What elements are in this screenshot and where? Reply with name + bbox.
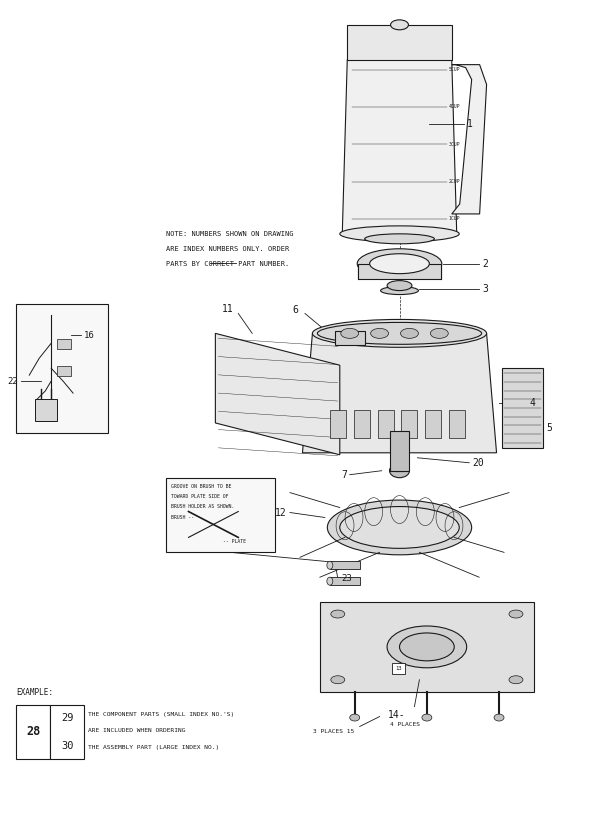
Ellipse shape xyxy=(389,463,409,477)
Text: 4CUP: 4CUP xyxy=(449,105,460,109)
Text: ARE INDEX NUMBERS ONLY. ORDER: ARE INDEX NUMBERS ONLY. ORDER xyxy=(166,246,289,252)
Bar xyxy=(335,332,365,346)
Bar xyxy=(57,366,71,376)
Ellipse shape xyxy=(350,714,360,721)
Bar xyxy=(17,704,50,760)
Text: 5CUP: 5CUP xyxy=(449,67,460,72)
Text: NOTE: NUMBERS SHOWN ON DRAWING: NOTE: NUMBERS SHOWN ON DRAWING xyxy=(166,231,293,237)
Text: -- PLATE: -- PLATE xyxy=(224,539,247,544)
Text: PARTS BY CORRECT PART NUMBER.: PARTS BY CORRECT PART NUMBER. xyxy=(166,261,289,267)
Polygon shape xyxy=(215,333,340,455)
Ellipse shape xyxy=(365,234,434,244)
Text: 1: 1 xyxy=(467,119,473,129)
Text: 4 PLACES: 4 PLACES xyxy=(389,722,419,727)
Text: THE ASSEMBLY PART (LARGE INDEX NO.): THE ASSEMBLY PART (LARGE INDEX NO.) xyxy=(88,745,219,750)
Bar xyxy=(358,263,441,279)
Ellipse shape xyxy=(387,281,412,291)
Bar xyxy=(354,410,370,438)
Bar xyxy=(402,410,417,438)
Text: 5: 5 xyxy=(546,423,552,433)
Text: TOWARD PLATE SIDE OF: TOWARD PLATE SIDE OF xyxy=(171,494,228,499)
Ellipse shape xyxy=(331,610,345,618)
Text: 1CUP: 1CUP xyxy=(449,216,460,221)
Ellipse shape xyxy=(317,323,481,344)
Bar xyxy=(57,339,71,349)
Text: 3 PLACES 15: 3 PLACES 15 xyxy=(313,729,355,734)
Ellipse shape xyxy=(327,577,333,585)
Ellipse shape xyxy=(331,676,345,684)
Text: 16: 16 xyxy=(84,331,95,340)
Text: 6: 6 xyxy=(292,305,298,315)
Bar xyxy=(17,304,108,433)
Text: 23: 23 xyxy=(342,574,353,583)
Text: 13: 13 xyxy=(395,666,402,671)
Text: 14-: 14- xyxy=(388,709,405,719)
Text: BRUSH --: BRUSH -- xyxy=(171,514,194,519)
Bar xyxy=(320,602,534,691)
Text: 11: 11 xyxy=(221,305,233,314)
Ellipse shape xyxy=(401,328,418,338)
Ellipse shape xyxy=(357,249,442,279)
Text: 20: 20 xyxy=(472,458,484,467)
Bar xyxy=(389,431,409,471)
Ellipse shape xyxy=(494,714,504,721)
Ellipse shape xyxy=(313,319,487,347)
Ellipse shape xyxy=(509,676,523,684)
Text: BRUSH HOLDER AS SHOWN.: BRUSH HOLDER AS SHOWN. xyxy=(171,504,234,509)
Bar xyxy=(166,477,275,552)
Bar xyxy=(330,577,360,585)
Ellipse shape xyxy=(340,226,459,242)
Text: EXAMPLE:: EXAMPLE: xyxy=(17,688,53,696)
Ellipse shape xyxy=(327,500,471,555)
Text: 2: 2 xyxy=(482,258,488,268)
Text: 22: 22 xyxy=(8,377,18,386)
Text: 30: 30 xyxy=(61,741,73,751)
Ellipse shape xyxy=(371,328,389,338)
Bar xyxy=(35,399,57,421)
Bar xyxy=(50,704,84,760)
Bar xyxy=(330,561,360,570)
Text: 12: 12 xyxy=(276,508,287,518)
Ellipse shape xyxy=(381,286,418,295)
Ellipse shape xyxy=(509,610,523,618)
Text: 28: 28 xyxy=(26,726,40,738)
Text: 4: 4 xyxy=(529,398,535,408)
Text: 3CUP: 3CUP xyxy=(449,142,460,146)
Ellipse shape xyxy=(341,328,359,338)
Bar xyxy=(449,410,465,438)
Bar xyxy=(395,451,405,471)
Ellipse shape xyxy=(399,633,454,661)
Ellipse shape xyxy=(422,714,432,721)
Bar xyxy=(348,25,452,59)
Bar xyxy=(378,410,394,438)
Text: eReplacementPart: eReplacementPart xyxy=(295,386,436,401)
Text: GROOVE ON BRUSH TO BE: GROOVE ON BRUSH TO BE xyxy=(171,484,231,489)
Ellipse shape xyxy=(340,506,459,548)
Text: 2CUP: 2CUP xyxy=(449,179,460,184)
Ellipse shape xyxy=(430,328,448,338)
Text: ARE INCLUDED WHEN ORDERING: ARE INCLUDED WHEN ORDERING xyxy=(88,728,185,733)
Text: 29: 29 xyxy=(61,714,73,723)
Text: THE COMPONENT PARTS (SMALL INDEX NO.'S): THE COMPONENT PARTS (SMALL INDEX NO.'S) xyxy=(88,712,234,717)
Bar xyxy=(392,663,405,674)
Ellipse shape xyxy=(387,626,467,667)
Polygon shape xyxy=(452,65,487,214)
Polygon shape xyxy=(303,333,497,453)
Bar xyxy=(330,410,346,438)
Ellipse shape xyxy=(370,253,430,274)
Ellipse shape xyxy=(327,561,333,570)
Text: 7: 7 xyxy=(341,470,347,480)
Polygon shape xyxy=(342,59,457,234)
Ellipse shape xyxy=(391,20,408,30)
Bar xyxy=(425,410,441,438)
Text: 3: 3 xyxy=(482,284,488,294)
Bar xyxy=(502,368,543,448)
